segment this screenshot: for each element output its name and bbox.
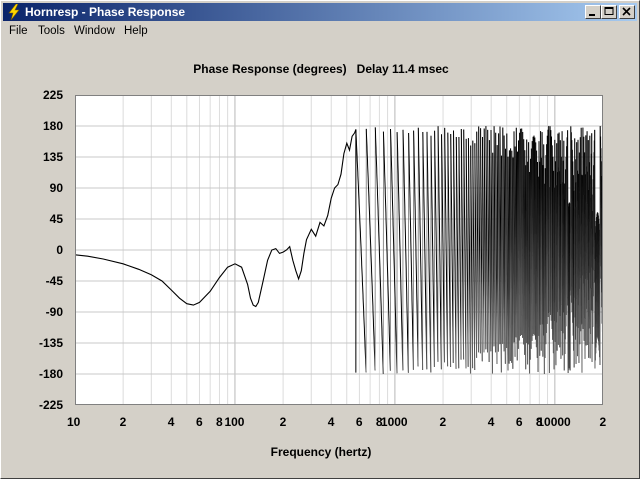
x-tick-label: 1000 xyxy=(380,415,408,429)
phase-wrap-segment xyxy=(355,129,367,373)
menu-bar: File Tools Window Help xyxy=(3,22,637,42)
y-tick-label: -90 xyxy=(45,305,63,319)
x-tick-label: 100 xyxy=(224,415,245,429)
close-button[interactable] xyxy=(619,5,635,19)
x-tick-label: 2 xyxy=(119,415,127,429)
minimize-button[interactable] xyxy=(585,5,601,19)
phase-wrap-segment xyxy=(455,136,460,369)
phase-wrap-segment xyxy=(450,133,454,363)
x-tick-label: 10 xyxy=(67,415,81,429)
x-tick-label: 8 xyxy=(375,415,383,429)
x-tick-label: 6 xyxy=(355,415,363,429)
x-tick-label: 2 xyxy=(599,415,607,429)
x-tick-label: 8 xyxy=(535,415,543,429)
phase-series-line xyxy=(74,129,357,308)
x-tick-label: 4 xyxy=(167,415,175,429)
phase-wrap-segment xyxy=(444,127,449,367)
y-tick-label: 45 xyxy=(49,212,63,226)
y-tick-label: 0 xyxy=(56,243,63,257)
x-tick-label: 4 xyxy=(487,415,495,429)
phase-chart xyxy=(74,94,604,406)
phase-wrap-segment xyxy=(408,132,414,370)
phase-wrap-segment xyxy=(374,127,384,374)
phase-wrap-segment xyxy=(460,128,465,360)
phase-wrap-segment xyxy=(396,132,404,371)
menu-file[interactable]: File xyxy=(9,25,28,37)
phase-wrap-segment xyxy=(390,128,398,374)
window-title: Hornresp - Phase Response xyxy=(25,5,186,19)
phase-wrap-segment xyxy=(434,130,439,362)
phase-wrap-segment xyxy=(417,127,424,371)
x-tick-label: 10000 xyxy=(537,415,571,429)
y-tick-label: -225 xyxy=(38,398,63,412)
x-tick-label: 6 xyxy=(515,415,523,429)
phase-wrap-segment xyxy=(402,129,409,373)
x-tick-label: 8 xyxy=(215,415,223,429)
phase-wrap-segment xyxy=(447,132,452,368)
x-tick-label: 6 xyxy=(195,415,203,429)
y-tick-label: 90 xyxy=(49,181,63,195)
y-tick-label: 135 xyxy=(42,150,63,164)
y-tick-label: -45 xyxy=(45,274,63,288)
phase-wrap-segment xyxy=(453,130,457,369)
phase-wrap-segment xyxy=(463,129,467,369)
phase-wrap-segment xyxy=(441,134,445,363)
x-tick-label: 4 xyxy=(327,415,335,429)
phase-wrap-segment xyxy=(422,131,428,370)
menu-help[interactable]: Help xyxy=(124,25,148,37)
y-tick-label: -135 xyxy=(38,336,63,350)
y-tick-label: 225 xyxy=(42,88,63,102)
phase-wrap-segment xyxy=(426,131,432,373)
phase-wrap-segment xyxy=(430,135,435,367)
title-bar[interactable]: Hornresp - Phase Response xyxy=(3,3,637,21)
menu-window[interactable]: Window xyxy=(74,25,115,37)
x-axis-label: Frequency (hertz) xyxy=(270,445,372,459)
menu-tools[interactable]: Tools xyxy=(38,25,65,37)
plot-border xyxy=(75,95,603,405)
minimize-icon xyxy=(589,14,595,16)
phase-wrap-segment xyxy=(365,128,376,371)
close-icon xyxy=(622,7,631,16)
y-tick-label: 180 xyxy=(42,119,63,133)
x-tick-label: 2 xyxy=(279,415,287,429)
x-tick-label: 2 xyxy=(439,415,447,429)
phase-wrap-segment xyxy=(413,130,419,367)
chart-title: Phase Response (degrees) Delay 11.4 msec xyxy=(193,62,449,76)
maximize-icon xyxy=(604,7,614,15)
lightning-app-icon xyxy=(8,4,20,20)
phase-wrap-segment xyxy=(437,126,442,370)
phase-wrap-segment xyxy=(382,131,391,371)
y-tick-label: -180 xyxy=(38,367,63,381)
maximize-button[interactable] xyxy=(601,5,617,19)
plot-area xyxy=(74,94,604,406)
